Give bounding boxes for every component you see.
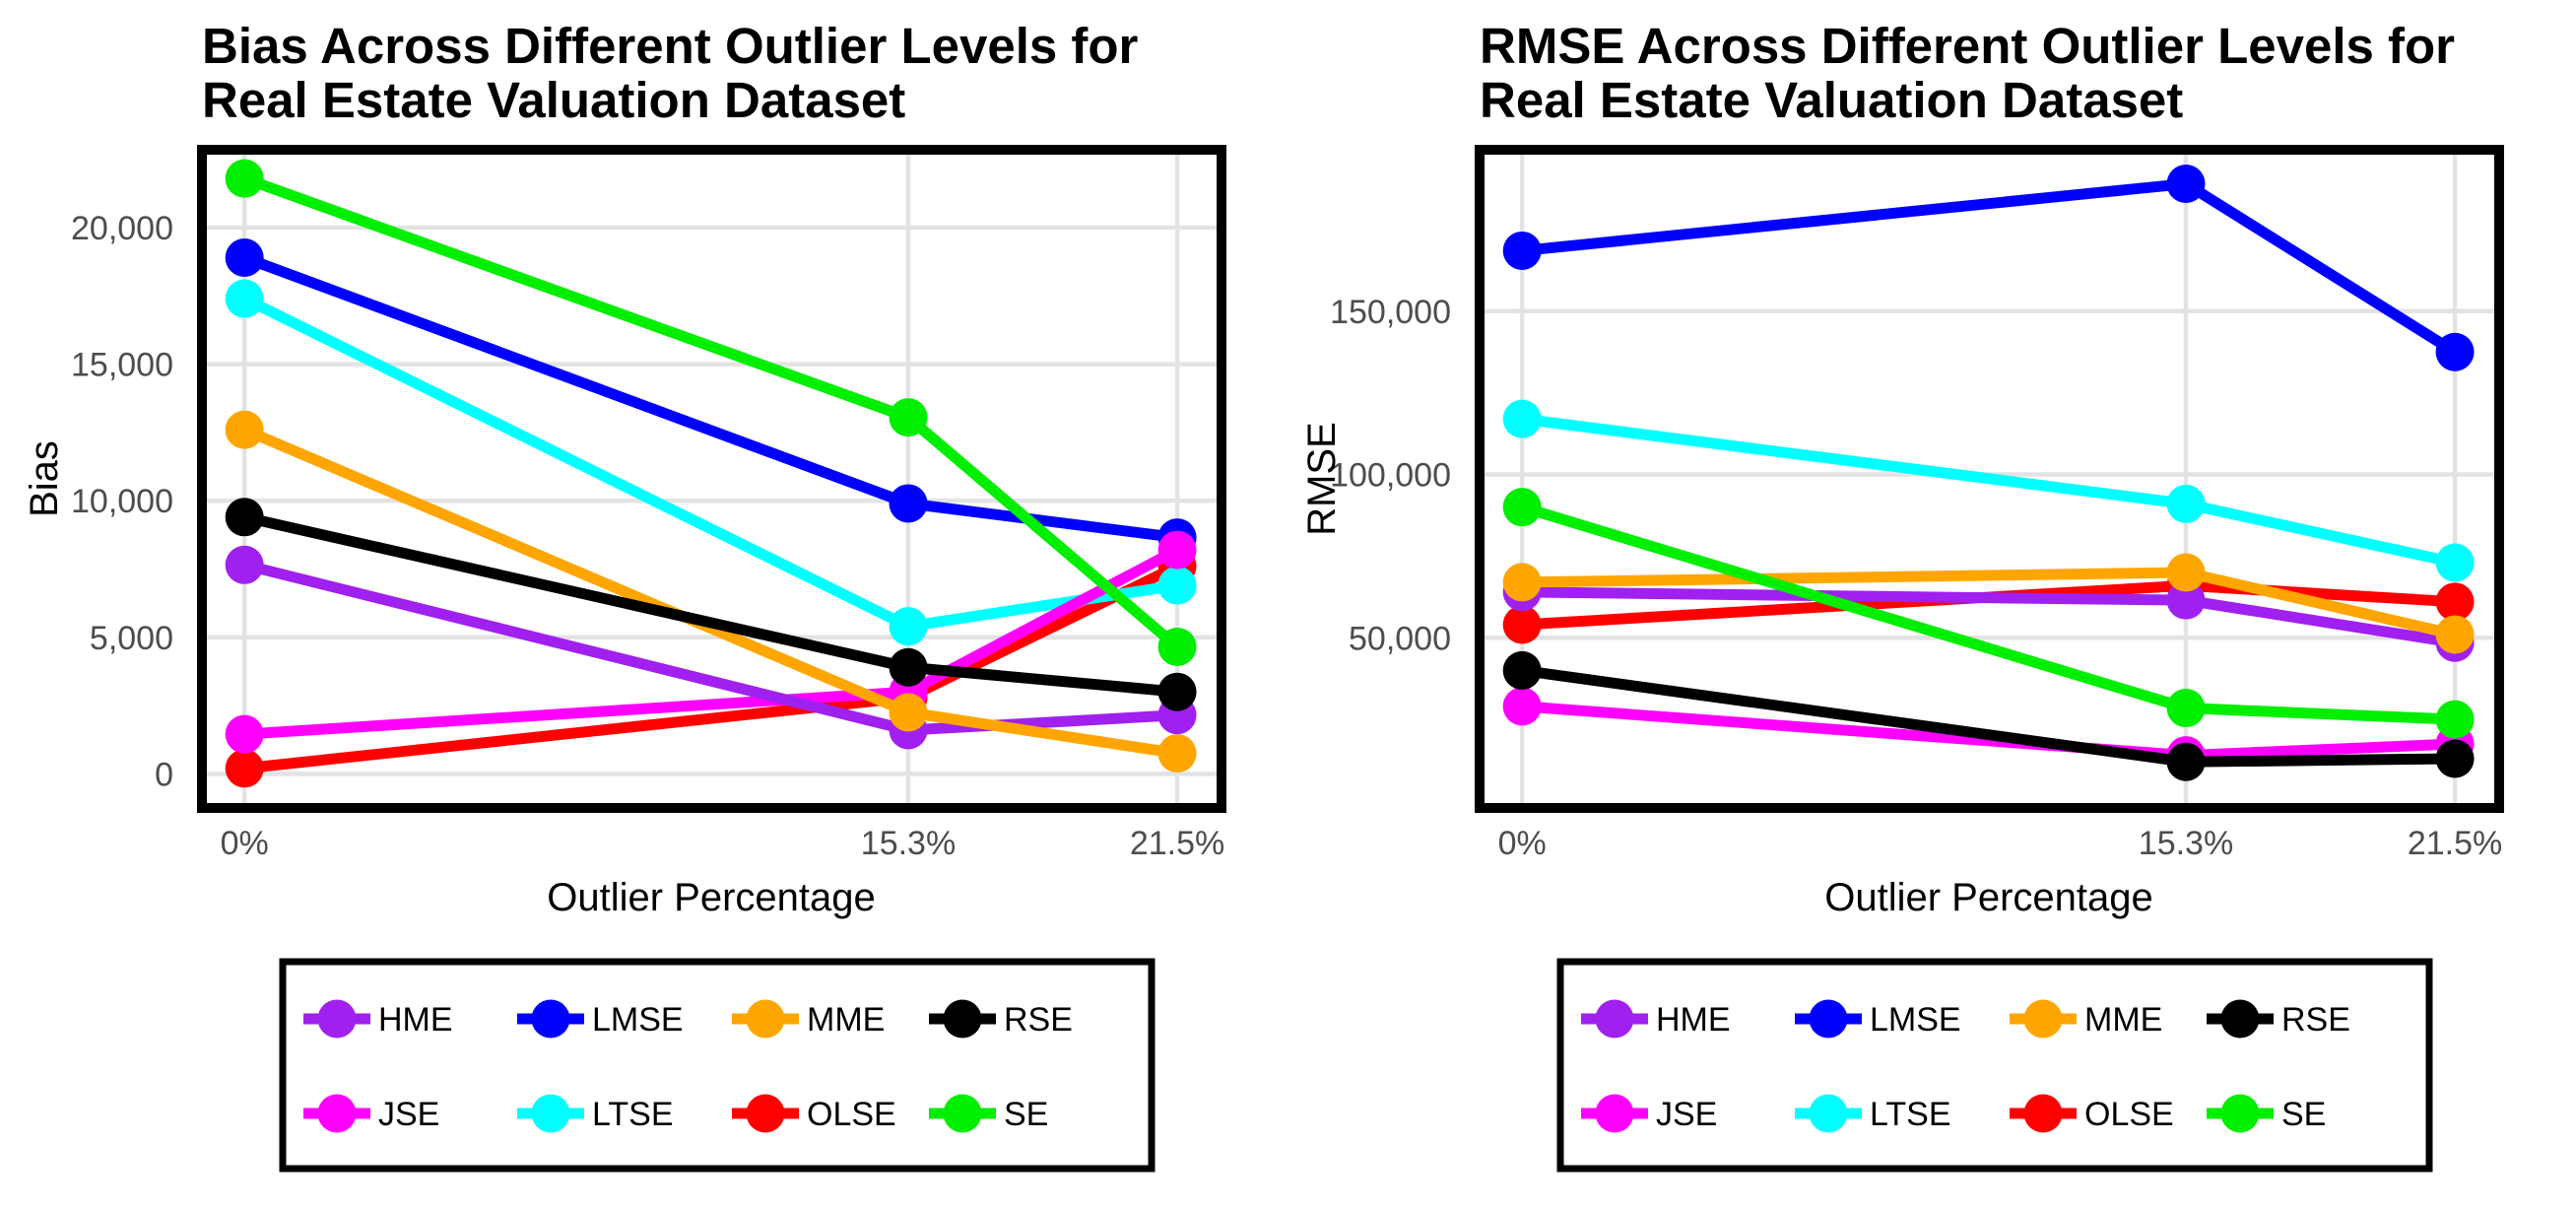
series-point-RSE-2 xyxy=(2435,739,2475,778)
series-point-SE-2 xyxy=(2435,700,2475,739)
legend-key-point-LTSE xyxy=(531,1094,570,1133)
series-point-SE-0 xyxy=(225,159,264,198)
legend-key-point-RSE xyxy=(2220,999,2260,1039)
legend-key-point-HME xyxy=(1595,999,1634,1039)
chart-title-line1: Bias Across Different Outlier Levels for xyxy=(202,18,1139,74)
series-point-MME-0 xyxy=(1502,563,1542,602)
legend-label-RSE: RSE xyxy=(2281,1001,2350,1039)
x-axis-label: Outlier Percentage xyxy=(1824,876,2153,919)
chart-title-line1: RMSE Across Different Outlier Levels for xyxy=(1480,18,2455,74)
legend-label-RSE: RSE xyxy=(1004,1001,1073,1039)
series-point-OLSE-2 xyxy=(2435,582,2475,622)
legend-label-MME: MME xyxy=(2084,1001,2162,1039)
series-point-MME-2 xyxy=(2435,615,2475,654)
legend-key-point-MME xyxy=(2023,999,2063,1039)
legend-label-LMSE: LMSE xyxy=(1870,1001,1961,1039)
series-point-OLSE-0 xyxy=(225,749,264,788)
legend-key-point-JSE xyxy=(317,1094,357,1133)
legend-key-point-HME xyxy=(317,999,357,1039)
legend-label-JSE: JSE xyxy=(1656,1096,1717,1133)
series-point-MME-1 xyxy=(889,693,928,732)
legend-label-LTSE: LTSE xyxy=(592,1096,674,1133)
legend-label-SE: SE xyxy=(2281,1096,2326,1133)
y-axis-label: RMSE xyxy=(1300,422,1344,536)
series-point-SE-2 xyxy=(1157,627,1197,666)
series-point-SE-0 xyxy=(1502,488,1542,527)
legend-label-SE: SE xyxy=(1004,1096,1048,1133)
y-tick-label: 10,000 xyxy=(71,483,173,520)
series-point-LTSE-0 xyxy=(225,279,264,318)
legend-label-OLSE: OLSE xyxy=(807,1096,896,1133)
series-point-LTSE-2 xyxy=(1157,566,1197,605)
series-point-HME-1 xyxy=(2166,580,2206,620)
series-point-SE-1 xyxy=(889,398,928,437)
y-tick-label: 0 xyxy=(155,756,173,793)
legend-label-HME: HME xyxy=(1656,1001,1731,1039)
series-point-LMSE-0 xyxy=(1502,231,1542,270)
legend-label-LMSE: LMSE xyxy=(592,1001,684,1039)
legend-key-point-LMSE xyxy=(531,999,570,1039)
legend-key-point-LTSE xyxy=(1809,1094,1848,1133)
series-point-RSE-0 xyxy=(1502,650,1542,690)
chart-title-line2: Real Estate Valuation Dataset xyxy=(1480,72,2183,128)
series-point-JSE-0 xyxy=(1502,687,1542,726)
x-tick-label: 21.5% xyxy=(2408,825,2502,862)
y-tick-label: 50,000 xyxy=(1349,620,1451,657)
series-point-MME-1 xyxy=(2166,553,2206,592)
x-tick-label: 0% xyxy=(1498,825,1547,862)
y-tick-label: 15,000 xyxy=(71,347,173,384)
legend-key-point-RSE xyxy=(943,999,982,1039)
series-point-LMSE-0 xyxy=(225,237,264,277)
x-tick-label: 0% xyxy=(221,825,269,862)
legend-key-point-OLSE xyxy=(2023,1094,2063,1133)
series-point-JSE-2 xyxy=(1157,530,1197,570)
legend-key-point-LMSE xyxy=(1809,999,1848,1039)
y-tick-label: 150,000 xyxy=(1330,294,1451,331)
series-point-LMSE-2 xyxy=(2435,332,2475,371)
panel-border xyxy=(197,145,1226,813)
bias-chart: Bias Across Different Outlier Levels for… xyxy=(23,18,1226,1173)
panel-border xyxy=(1475,145,2504,813)
series-point-LTSE-1 xyxy=(889,607,928,646)
series-point-RSE-1 xyxy=(2166,742,2206,781)
legend-key-point-JSE xyxy=(1595,1094,1634,1133)
y-tick-label: 100,000 xyxy=(1330,457,1451,495)
series-point-SE-1 xyxy=(2166,689,2206,728)
legend-key-point-MME xyxy=(746,999,785,1039)
legend-box xyxy=(279,958,1156,1173)
legend-box xyxy=(1556,958,2433,1173)
series-point-RSE-2 xyxy=(1157,672,1197,711)
series-point-LMSE-1 xyxy=(2166,164,2206,203)
series-point-RSE-1 xyxy=(889,647,928,687)
series-point-LMSE-1 xyxy=(889,484,928,523)
series-point-MME-2 xyxy=(1157,734,1197,773)
x-tick-label: 15.3% xyxy=(2139,825,2233,862)
chart-title-line2: Real Estate Valuation Dataset xyxy=(202,72,905,128)
series-point-RSE-0 xyxy=(225,498,264,537)
legend-label-MME: MME xyxy=(807,1001,885,1039)
x-tick-label: 21.5% xyxy=(1130,825,1224,862)
series-point-HME-0 xyxy=(225,545,264,584)
x-tick-label: 15.3% xyxy=(861,825,956,862)
rmse-chart: RMSE Across Different Outlier Levels for… xyxy=(1300,18,2504,1173)
series-point-OLSE-0 xyxy=(1502,605,1542,644)
y-tick-label: 5,000 xyxy=(90,620,173,657)
legend-label-OLSE: OLSE xyxy=(2084,1096,2174,1133)
series-point-LTSE-0 xyxy=(1502,399,1542,438)
series-point-LTSE-1 xyxy=(2166,484,2206,523)
legend-key-point-SE xyxy=(943,1094,982,1133)
legend-key-point-SE xyxy=(2220,1094,2260,1133)
series-point-LTSE-2 xyxy=(2435,543,2475,582)
legend-label-JSE: JSE xyxy=(378,1096,439,1133)
legend-label-LTSE: LTSE xyxy=(1870,1096,1951,1133)
series-point-MME-0 xyxy=(225,410,264,449)
y-tick-label: 20,000 xyxy=(71,210,173,247)
legend-label-HME: HME xyxy=(378,1001,453,1039)
series-point-JSE-0 xyxy=(225,714,264,754)
x-axis-label: Outlier Percentage xyxy=(547,876,876,919)
y-axis-label: Bias xyxy=(23,440,66,517)
legend-key-point-OLSE xyxy=(746,1094,785,1133)
